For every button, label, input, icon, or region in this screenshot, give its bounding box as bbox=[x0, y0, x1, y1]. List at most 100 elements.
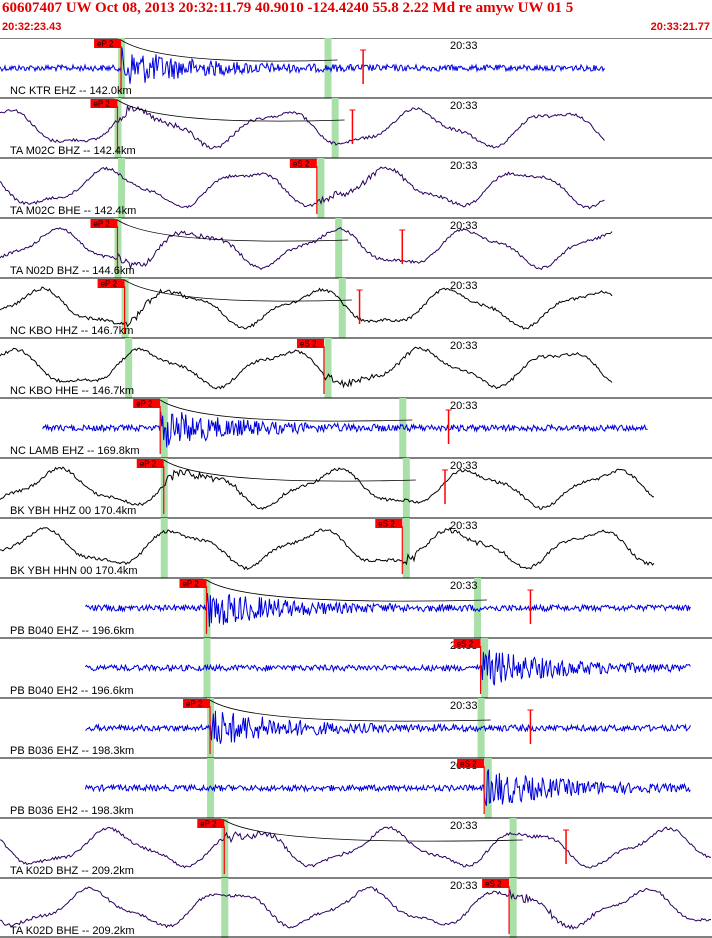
trace-label: NC LAMB EHZ -- 169.8km bbox=[10, 445, 140, 457]
event-title: 60607407 UW Oct 08, 2013 20:32:11.79 40.… bbox=[2, 0, 574, 16]
phase-pick-label: eP 2 bbox=[186, 700, 203, 709]
s-window-band bbox=[509, 818, 517, 878]
time-mark-label: 20:33 bbox=[450, 160, 478, 172]
waveform-trace bbox=[0, 346, 613, 390]
phase-pick-box bbox=[482, 879, 510, 888]
s-window-band bbox=[402, 518, 410, 578]
s-window-band bbox=[317, 158, 325, 218]
waveform-trace bbox=[0, 826, 712, 869]
trace-label: PB B036 EH2 -- 198.3km bbox=[10, 805, 134, 817]
phase-pick-box bbox=[375, 519, 403, 528]
phase-pick-box bbox=[197, 819, 225, 828]
waveform-trace bbox=[85, 649, 691, 686]
waveform-trace bbox=[85, 710, 691, 744]
coda-decay-curve bbox=[117, 219, 349, 242]
trace-label: NC KTR EHZ -- 142.0km bbox=[10, 85, 132, 97]
time-mark-label: 20:33 bbox=[450, 340, 478, 352]
s-window-band bbox=[324, 338, 332, 398]
trace-label: TA M02C BHE -- 142.4km bbox=[10, 205, 136, 217]
s-window-band bbox=[509, 878, 517, 938]
p-window-band bbox=[125, 338, 133, 398]
waveform-trace bbox=[0, 286, 613, 330]
phase-pick-label: eS 2 bbox=[293, 160, 310, 169]
seismogram-panel: 20:33 eP 2 NC KTR EHZ -- 142.0km 20:33 eP 2 T… bbox=[0, 38, 712, 938]
time-mark-label: 20:33 bbox=[450, 280, 478, 292]
phase-pick-label: eP 2 bbox=[97, 40, 114, 49]
waveform-trace bbox=[0, 526, 655, 571]
trace-label: PB B040 EH2 -- 196.6km bbox=[10, 685, 134, 697]
time-mark-label: 20:33 bbox=[450, 880, 478, 892]
phase-pick-label: eP 2 bbox=[182, 580, 199, 589]
s-window-band bbox=[402, 458, 410, 518]
trace-label: PB B036 EHZ -- 198.3km bbox=[10, 745, 134, 757]
phase-pick-box bbox=[133, 399, 161, 408]
phase-pick-label: eS 2 bbox=[460, 760, 477, 769]
phase-pick-box bbox=[94, 39, 122, 48]
trace-label: BK YBH HHZ 00 170.4km bbox=[10, 505, 136, 517]
time-mark-label: 20:33 bbox=[450, 520, 478, 532]
coda-decay-curve bbox=[124, 279, 352, 302]
phase-pick-box bbox=[453, 639, 481, 648]
start-time: 20:32:23.43 bbox=[2, 21, 62, 33]
trace-label: PB B040 EHZ -- 196.6km bbox=[10, 625, 134, 637]
coda-decay-curve bbox=[206, 579, 488, 602]
waveform-trace bbox=[0, 105, 605, 150]
time-mark-label: 20:33 bbox=[450, 700, 478, 712]
phase-pick-box bbox=[289, 159, 317, 168]
phase-pick-label: eP 2 bbox=[101, 280, 118, 289]
coda-decay-curve bbox=[159, 399, 413, 422]
phase-pick-label: eS 2 bbox=[300, 340, 317, 349]
time-mark-label: 20:33 bbox=[450, 580, 478, 592]
coda-decay-curve bbox=[117, 99, 345, 122]
waveform-trace bbox=[0, 227, 613, 271]
time-mark-label: 20:33 bbox=[450, 220, 478, 232]
time-mark-label: 20:33 bbox=[450, 460, 478, 472]
coda-decay-curve bbox=[224, 819, 523, 842]
trace-label: NC KBO HHE -- 146.7km bbox=[10, 385, 134, 397]
phase-pick-label: eS 2 bbox=[485, 880, 502, 889]
time-mark-label: 20:33 bbox=[450, 400, 478, 412]
phase-pick-box bbox=[97, 279, 125, 288]
phase-pick-box bbox=[90, 219, 118, 228]
phase-pick-box bbox=[296, 339, 324, 348]
waveform-trace bbox=[84, 769, 691, 807]
time-mark-label: 20:33 bbox=[450, 40, 478, 52]
phase-pick-label: eP 2 bbox=[136, 400, 153, 409]
waveform-trace bbox=[0, 166, 605, 210]
s-window-band bbox=[338, 278, 346, 338]
time-mark-label: 20:33 bbox=[450, 100, 478, 112]
p-window-band bbox=[160, 518, 168, 578]
waveform-trace bbox=[0, 886, 712, 930]
phase-pick-label: eS 2 bbox=[378, 520, 395, 529]
phase-pick-box bbox=[183, 699, 211, 708]
phase-pick-box bbox=[90, 99, 118, 108]
phase-pick-label: eP 2 bbox=[200, 820, 217, 829]
s-window-band bbox=[335, 218, 343, 278]
phase-pick-label: eS 2 bbox=[457, 640, 474, 649]
phase-pick-box bbox=[179, 579, 207, 588]
phase-pick-label: eP 2 bbox=[93, 220, 110, 229]
waveform-trace bbox=[0, 47, 606, 84]
s-window-band bbox=[331, 98, 339, 158]
phase-pick-label: eP 2 bbox=[140, 460, 157, 469]
trace-label: NC KBO HHZ -- 146.7km bbox=[10, 325, 133, 337]
time-mark-label: 20:33 bbox=[450, 820, 478, 832]
p-window-band bbox=[221, 878, 229, 938]
waveform-trace bbox=[42, 411, 648, 448]
waveform-trace bbox=[85, 593, 691, 627]
trace-label: TA K02D BHE -- 209.2km bbox=[10, 925, 135, 937]
phase-pick-label: eP 2 bbox=[93, 100, 110, 109]
p-window-band bbox=[118, 158, 126, 218]
trace-label: TA K02D BHZ -- 209.2km bbox=[10, 865, 134, 877]
s-window-band bbox=[399, 398, 407, 458]
coda-decay-curve bbox=[209, 699, 491, 722]
phase-pick-box bbox=[457, 759, 485, 768]
phase-pick-box bbox=[136, 459, 164, 468]
trace-label: TA N02D BHZ -- 144.6km bbox=[10, 265, 135, 277]
trace-label: BK YBH HHN 00 170.4km bbox=[10, 565, 138, 577]
trace-label: TA M02C BHZ -- 142.4km bbox=[10, 145, 136, 157]
s-window-band bbox=[484, 758, 492, 818]
end-time: 20:33:21.77 bbox=[650, 21, 710, 33]
p-window-band bbox=[207, 758, 215, 818]
s-window-band bbox=[474, 578, 482, 638]
